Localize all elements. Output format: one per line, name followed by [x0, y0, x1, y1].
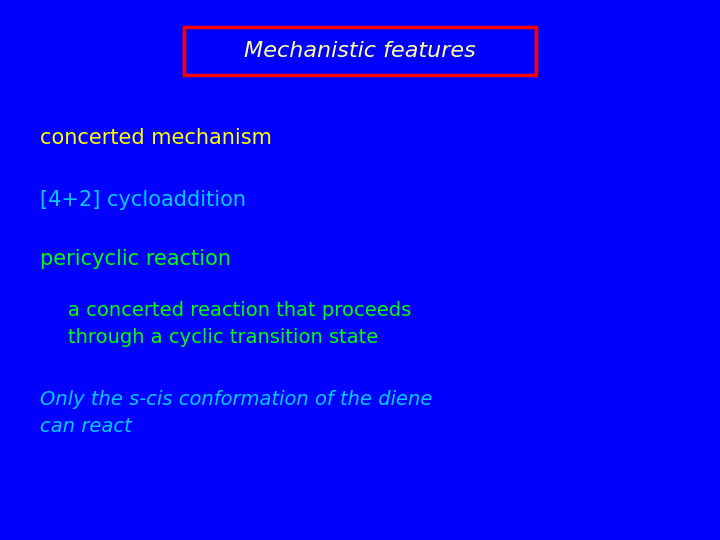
Text: Mechanistic features: Mechanistic features	[244, 41, 476, 62]
Text: concerted mechanism: concerted mechanism	[40, 127, 271, 148]
Text: Only the s-cis conformation of the diene
can react: Only the s-cis conformation of the diene…	[40, 390, 432, 436]
FancyBboxPatch shape	[184, 27, 536, 75]
Text: pericyclic reaction: pericyclic reaction	[40, 249, 230, 269]
Text: a concerted reaction that proceeds
through a cyclic transition state: a concerted reaction that proceeds throu…	[68, 301, 412, 347]
Text: [4+2] cycloaddition: [4+2] cycloaddition	[40, 190, 246, 210]
